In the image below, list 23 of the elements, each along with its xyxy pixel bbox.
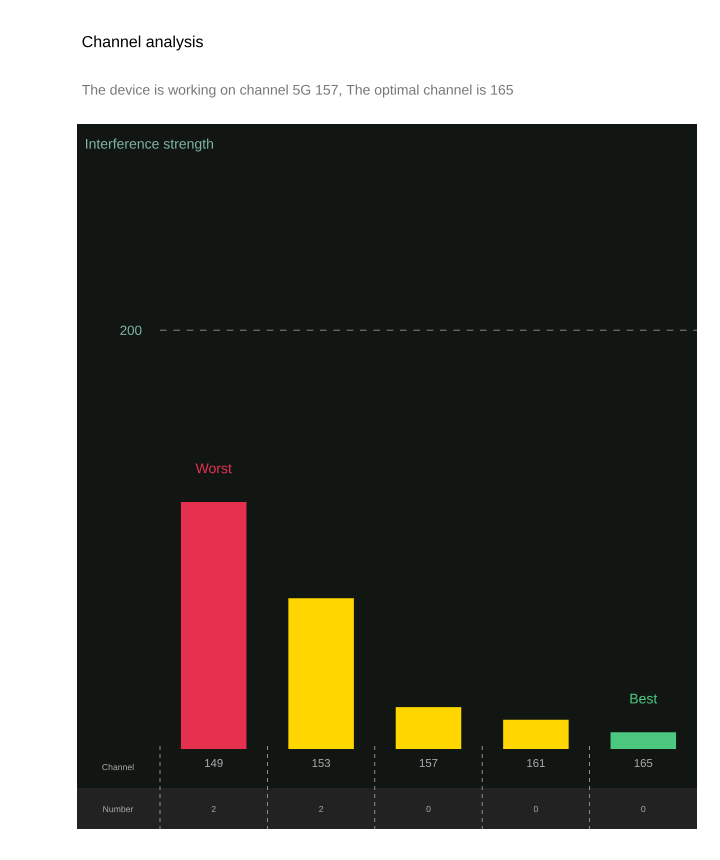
x-tick-label: 165 — [634, 759, 652, 768]
text: 0 — [426, 806, 431, 812]
chart-title: Channel analysis — [82, 36, 203, 50]
bar — [180, 502, 246, 749]
text: 0 — [534, 806, 538, 812]
bar — [396, 707, 462, 749]
annotation: Best — [630, 694, 658, 704]
bar — [503, 720, 569, 749]
x-axis-title: Channel — [102, 764, 134, 770]
x-tick-label: 157 — [420, 759, 438, 767]
annotation: Interference strength — [86, 138, 213, 152]
text: 0 — [641, 806, 646, 812]
bar — [610, 732, 676, 749]
x-tick-label: 149 — [205, 759, 223, 768]
y-tick-label: 200 — [120, 326, 142, 336]
x-tick-label: 161 — [527, 759, 545, 768]
annotation: Worst — [196, 464, 232, 474]
text: 2 — [319, 806, 324, 812]
text: Number — [103, 806, 134, 812]
chart-subtitle: The device is working on channel 5G 157, The optimal channel is 165 — [82, 84, 513, 98]
bar — [288, 598, 354, 749]
x-tick-label: 153 — [312, 759, 330, 768]
text: 2 — [212, 806, 216, 812]
